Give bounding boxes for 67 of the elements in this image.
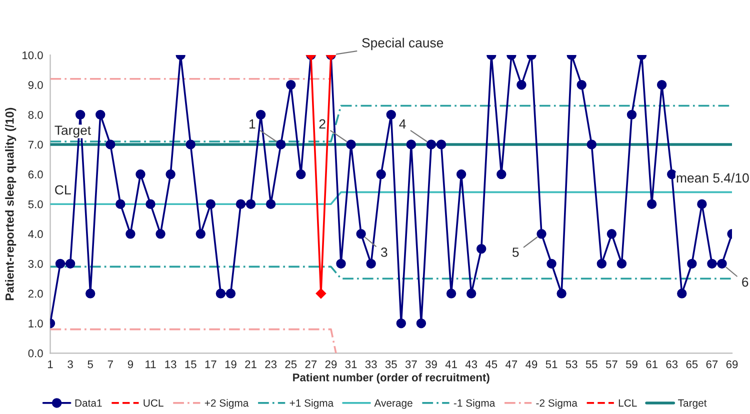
x-tick-label: 31 — [345, 360, 357, 368]
annotation: mean 5.4/10 — [676, 172, 749, 183]
y-tick-label: 3.0 — [28, 260, 43, 268]
y-tick-label: 9.0 — [28, 81, 43, 90]
x-tick-label: 11 — [146, 360, 156, 368]
x-tick-label: 5 — [88, 360, 93, 368]
x-tick-label: 59 — [626, 360, 638, 368]
x-tick-label: 17 — [205, 360, 216, 368]
annotation: CL — [55, 185, 71, 195]
y-axis-title: Patient-reported sleep quality (/10) — [5, 108, 16, 300]
legend-label: LCL — [618, 399, 637, 407]
x-tick-label: 53 — [566, 360, 578, 368]
x-tick-label: 21 — [245, 360, 256, 368]
x-tick-label: 63 — [666, 360, 678, 368]
x-axis-title: Patient number (order of recruitment) — [293, 373, 490, 384]
x-tick-label: 51 — [546, 360, 558, 368]
x-tick-label: 15 — [185, 360, 196, 368]
legend-label: Data1 — [75, 399, 102, 407]
y-tick-label: 8.0 — [28, 110, 43, 119]
x-tick-label: 7 — [108, 360, 113, 368]
x-tick-label: 47 — [506, 360, 518, 368]
x-tick-label: 49 — [526, 360, 538, 368]
x-tick-label: 23 — [265, 360, 277, 368]
annotation: 5 — [512, 248, 519, 257]
x-tick-label: 3 — [68, 360, 73, 368]
y-tick-label: 0.0 — [28, 349, 43, 358]
x-tick-label: 43 — [465, 360, 478, 368]
x-tick-label: 69 — [726, 360, 738, 368]
x-tick-label: 27 — [305, 360, 317, 368]
y-tick-label: 2.0 — [28, 290, 43, 298]
y-tick-label: 10.0 — [22, 51, 43, 60]
x-tick-label: 57 — [606, 360, 618, 368]
annotation: Target — [54, 126, 91, 138]
annotation: 4 — [399, 119, 406, 128]
x-tick-label: 61 — [646, 360, 658, 368]
x-tick-label: 65 — [686, 360, 698, 368]
annotation: 3 — [380, 248, 388, 257]
x-tick-label: 55 — [586, 360, 598, 368]
y-tick-label: 7.0 — [28, 140, 43, 149]
x-tick-label: 33 — [365, 360, 377, 368]
x-tick-label: 9 — [128, 360, 134, 368]
legend-label: Target — [678, 399, 707, 409]
annotation: Special cause — [362, 38, 444, 50]
y-tick-label: 1.0 — [28, 320, 43, 328]
x-tick-label: 37 — [405, 360, 417, 368]
annotation: 2 — [319, 119, 326, 128]
legend-label: -2 Sigma — [536, 399, 578, 409]
legend-label: UCL — [144, 399, 164, 407]
legend-label: +2 Sigma — [204, 399, 249, 409]
y-tick-label: 6.0 — [28, 170, 43, 178]
x-tick-label: 19 — [225, 360, 236, 368]
y-tick-label: 5.0 — [28, 200, 43, 208]
legend-label: Average — [374, 399, 412, 409]
x-tick-label: 1 — [48, 360, 53, 368]
legend-label: +1 Sigma — [290, 399, 334, 409]
x-tick-label: 13 — [165, 360, 176, 368]
x-tick-label: 29 — [325, 360, 337, 368]
x-tick-label: 25 — [285, 360, 297, 368]
annotation: 6 — [742, 277, 748, 287]
annotation: 1 — [250, 119, 256, 128]
x-tick-label: 41 — [445, 360, 457, 368]
x-tick-label: 45 — [485, 360, 498, 368]
x-tick-label: 67 — [706, 360, 718, 368]
y-tick-label: 4.0 — [28, 230, 43, 238]
legend-label: -1 Sigma — [454, 399, 496, 409]
x-tick-label: 39 — [425, 360, 437, 368]
x-tick-label: 35 — [385, 360, 397, 368]
